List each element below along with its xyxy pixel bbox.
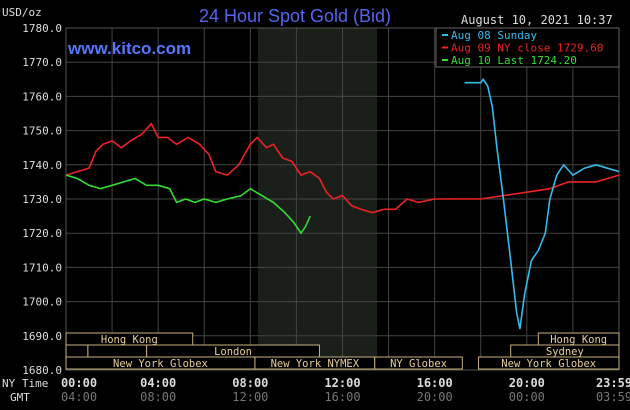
y-tick-label: 1760.0 (22, 90, 62, 103)
session-label: NY Globex (390, 358, 447, 370)
legend-box (435, 27, 620, 68)
x-tick-ny: 23:59 (596, 376, 630, 390)
legend-entry: Aug 10 Last 1724.20 (451, 54, 577, 67)
x-tick-gmt: 12:00 (232, 390, 268, 404)
series-line-aug-09-ny-close (65, 122, 620, 214)
session-label: Hong Kong (550, 334, 607, 346)
x-tick-gmt: 04:00 (61, 390, 97, 404)
session-label: New York NYMEX (271, 358, 360, 370)
plot-border (65, 27, 620, 371)
y-tick-label: 1710.0 (22, 261, 62, 274)
y-tick-label: 1700.0 (22, 296, 62, 309)
session-box (374, 356, 463, 370)
x-tick-ny: 12:00 (324, 376, 360, 390)
session-label: New York Globex (113, 358, 208, 370)
legend-entry: Aug 09 NY close 1729.60 (451, 42, 603, 55)
session-label: Hong Kong (101, 334, 158, 346)
y-tick-label: 1720.0 (22, 227, 62, 240)
y-tick-label: 1780.0 (22, 22, 62, 35)
legend-entry: Aug 08 Sunday (451, 29, 537, 42)
series-line-aug-08-sunday (464, 77, 620, 330)
x-tick-gmt: 16:00 (324, 390, 360, 404)
y-tick-label: 1680.0 (22, 364, 62, 377)
series-line-aug-10-last (65, 174, 311, 235)
y-tick-label: 1730.0 (22, 193, 62, 206)
x-tick-ny: 00:00 (61, 376, 97, 390)
x-tick-ny: 08:00 (232, 376, 268, 390)
x-row-label-ny: NY Time (2, 377, 48, 390)
y-tick-label: 1740.0 (22, 159, 62, 172)
y-tick-label: 1770.0 (22, 56, 62, 69)
x-tick-gmt: 08:00 (140, 390, 176, 404)
x-tick-ny: 04:00 (140, 376, 176, 390)
session-box (477, 356, 620, 370)
x-tick-gmt: 03:59 (596, 390, 630, 404)
session-box (87, 344, 148, 358)
timestamp: August 10, 2021 10:37 (461, 13, 613, 27)
x-tick-gmt: 20:00 (417, 390, 453, 404)
y-tick-label: 1690.0 (22, 330, 62, 343)
session-label: Sydney (546, 346, 584, 358)
x-tick-gmt: 00:00 (509, 390, 545, 404)
session-label: London (214, 346, 252, 358)
y-tick-label: 1750.0 (22, 125, 62, 138)
x-tick-ny: 20:00 (509, 376, 545, 390)
watermark: www.kitco.com (67, 39, 191, 58)
chart-title: 24 Hour Spot Gold (Bid) (199, 6, 391, 26)
session-label: New York Globex (501, 358, 596, 370)
session-box (65, 344, 89, 358)
x-tick-ny: 16:00 (417, 376, 453, 390)
x-row-label-gmt: GMT (10, 391, 30, 404)
y-axis-unit: USD/oz (2, 6, 42, 19)
